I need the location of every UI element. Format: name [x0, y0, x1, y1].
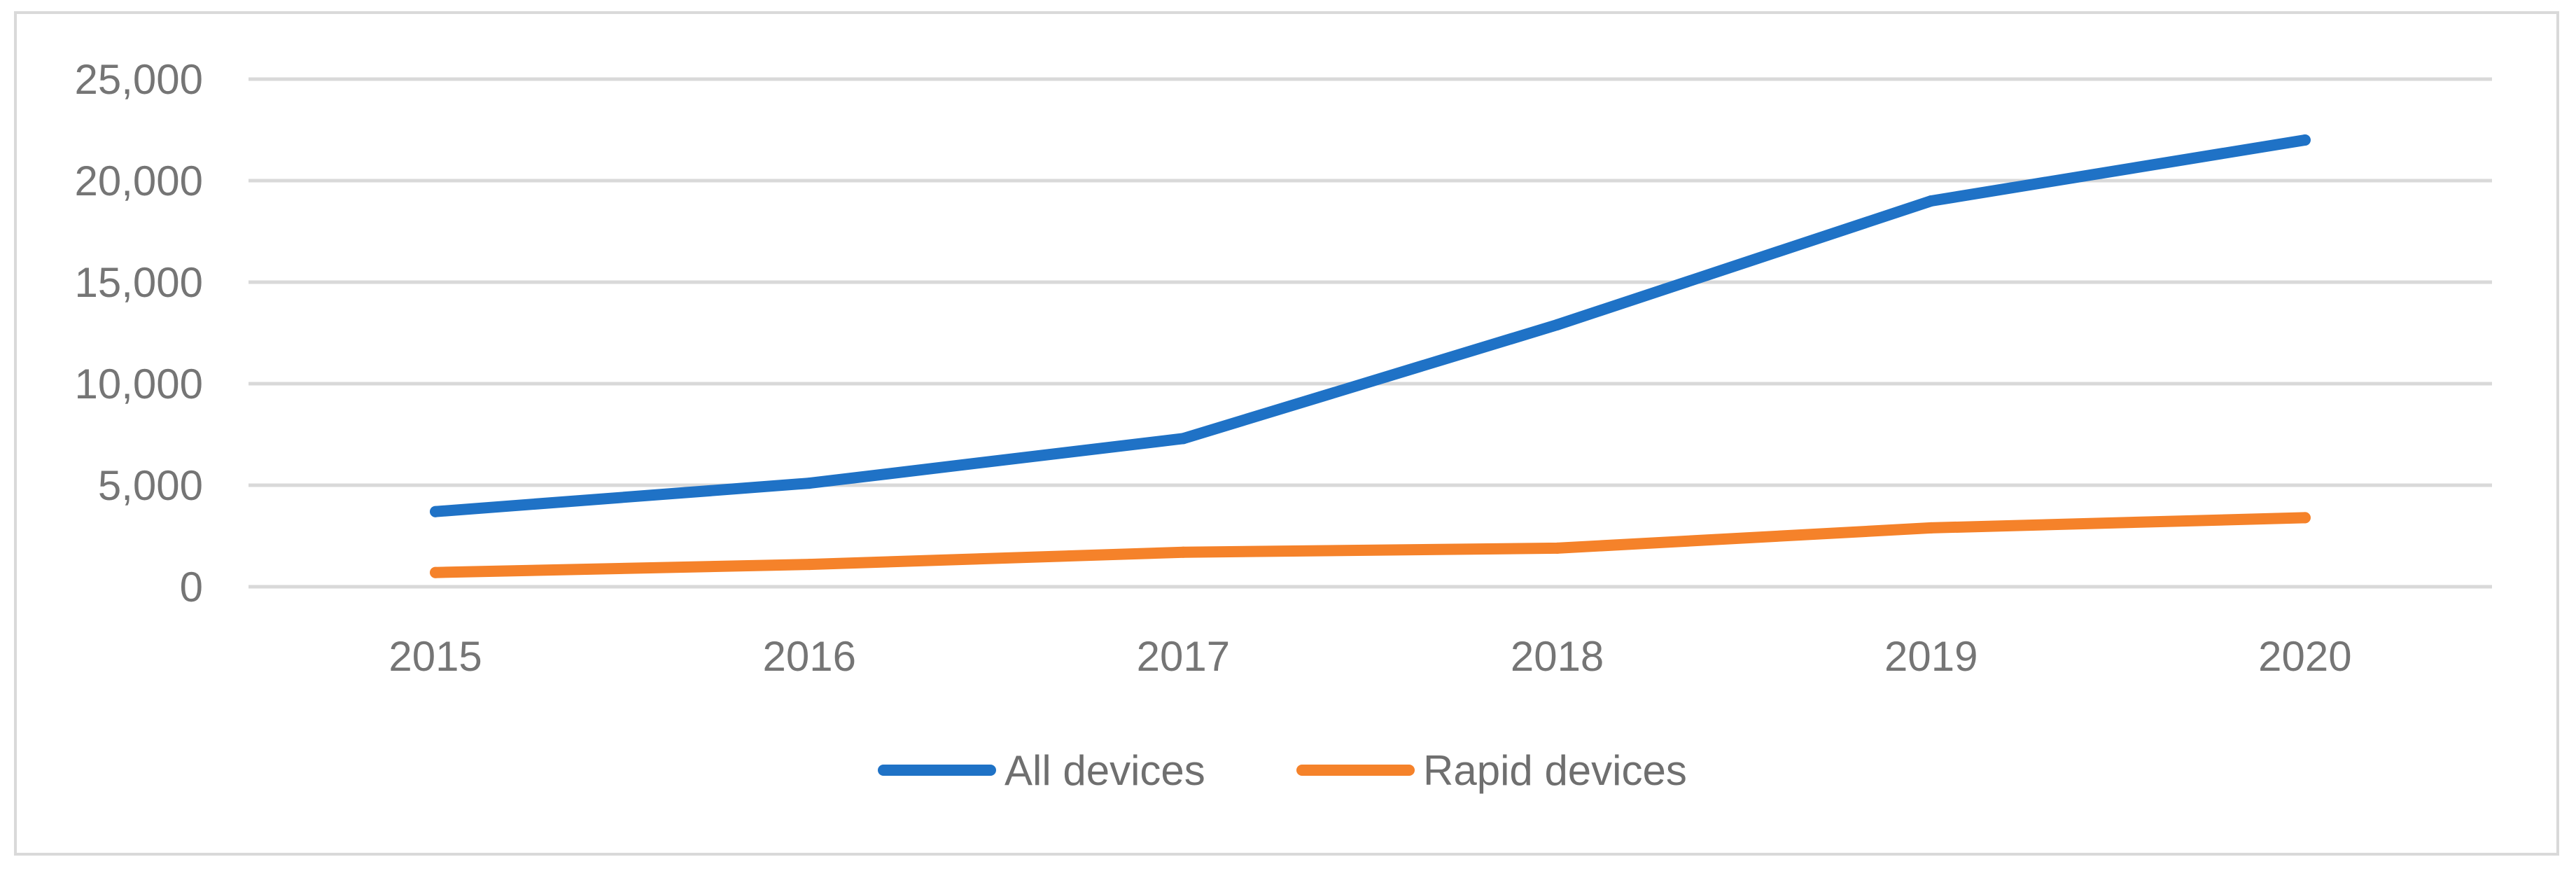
x-tick-label: 2020: [2258, 633, 2351, 680]
data-point-all-devices: [1925, 195, 1937, 207]
series-line-all-devices: [430, 134, 2311, 517]
y-axis-tick-labels: 0 5,000 10,000 15,000 20,000 25,000: [74, 56, 203, 611]
x-tick-label: 2016: [763, 633, 856, 680]
series-lines: [430, 134, 2311, 578]
data-point-all-devices: [2299, 134, 2311, 146]
y-tick-label: 0: [180, 564, 203, 611]
x-axis-tick-labels: 2015 2016 2017 2018 2019 2020: [388, 633, 2351, 680]
data-point-all-devices: [1551, 319, 1563, 330]
series-line-rapid-devices: [430, 512, 2311, 578]
data-point-rapid-devices: [1551, 542, 1563, 554]
data-point-all-devices: [1177, 433, 1189, 445]
y-tick-label: 15,000: [74, 259, 203, 306]
chart-frame: [14, 11, 2559, 856]
x-tick-label: 2018: [1511, 633, 1604, 680]
x-tick-label: 2017: [1137, 633, 1230, 680]
data-point-rapid-devices: [804, 559, 816, 571]
data-point-rapid-devices: [1177, 546, 1189, 558]
data-point-rapid-devices: [2299, 512, 2311, 524]
y-tick-label: 5,000: [98, 462, 203, 509]
data-point-all-devices: [430, 506, 442, 517]
legend-label-all-devices: All devices: [1004, 747, 1205, 794]
y-tick-label: 25,000: [74, 56, 203, 103]
y-tick-label: 10,000: [74, 361, 203, 407]
data-point-rapid-devices: [430, 566, 442, 578]
legend-label-rapid-devices: Rapid devices: [1423, 747, 1687, 794]
data-point-rapid-devices: [1925, 522, 1937, 534]
x-tick-label: 2019: [1884, 633, 1977, 680]
x-tick-label: 2015: [388, 633, 482, 680]
gridlines: [248, 77, 2492, 589]
legend: All devices Rapid devices: [878, 747, 1687, 794]
y-tick-label: 20,000: [74, 158, 203, 204]
data-point-all-devices: [804, 478, 816, 489]
